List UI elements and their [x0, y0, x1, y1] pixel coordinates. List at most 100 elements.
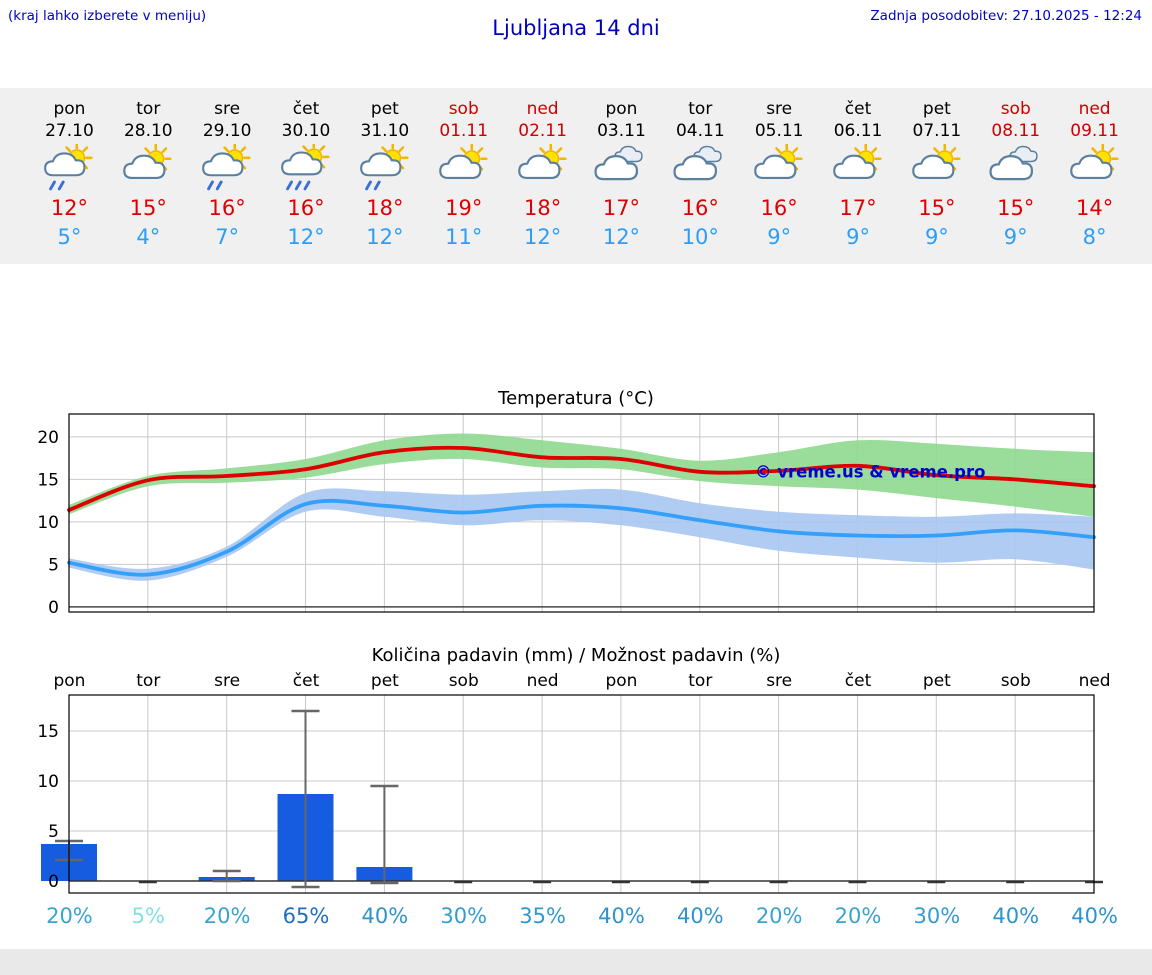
- day-column[interactable]: sob 08.11 15° 9°: [976, 98, 1055, 252]
- precip-probability: 40%: [676, 904, 724, 928]
- precip-day-label: čet: [292, 671, 320, 691]
- low-temp: 9°: [846, 225, 870, 249]
- day-name: sob: [1000, 99, 1031, 119]
- day-column[interactable]: pon 03.11 17° 12°: [582, 98, 661, 252]
- svg-text:5: 5: [48, 822, 59, 842]
- high-temp: 15°: [129, 196, 167, 220]
- precipitation-chart-title: Količina padavin (mm) / Možnost padavin …: [371, 645, 781, 666]
- day-date: 05.11: [754, 121, 804, 141]
- precip-probability: 40%: [598, 904, 645, 928]
- low-temp: 12°: [523, 225, 562, 249]
- sun-cloud-heavy-rain-icon: [267, 144, 346, 192]
- high-temp: 15°: [997, 196, 1035, 220]
- low-temp: 9°: [924, 225, 949, 249]
- precip-day-label: pet: [370, 671, 399, 691]
- low-temp: 9°: [1003, 225, 1028, 249]
- low-temp: 4°: [136, 225, 161, 249]
- day-column[interactable]: čet 30.10 16° 12°: [267, 98, 346, 252]
- low-temp: 12°: [602, 225, 641, 249]
- precip-probability: 40%: [992, 904, 1040, 928]
- last-update: Zadnja posodobitev: 27.10.2025 - 12:24: [870, 8, 1142, 24]
- sun-cloud-icon: [503, 144, 582, 192]
- precip-day-label-row: pon tor sre čet pet sob ned pon tor sre čet pet sob n…: [0, 670, 1152, 692]
- day-date: 01.11: [439, 121, 489, 141]
- sun-cloud-icon: [897, 144, 976, 192]
- day-column[interactable]: tor 04.11 16° 10°: [661, 98, 740, 252]
- high-temp: 18°: [366, 196, 404, 220]
- precip-probability: 30%: [913, 904, 961, 928]
- high-temp: 16°: [208, 196, 246, 220]
- precip-day-label: ned: [526, 671, 559, 691]
- day-date: 02.11: [518, 121, 567, 141]
- day-name: pet: [370, 99, 399, 119]
- high-temp: 12°: [50, 196, 89, 220]
- day-column[interactable]: pet 07.11 15° 9°: [897, 98, 976, 252]
- day-column[interactable]: tor 28.10 15° 4°: [109, 98, 188, 252]
- day-date: 09.11: [1070, 121, 1119, 141]
- day-name: ned: [526, 99, 559, 119]
- high-temp: 17°: [839, 196, 877, 220]
- low-temp: 11°: [445, 225, 483, 249]
- precip-day-label: sre: [214, 671, 241, 691]
- precip-day-label: pon: [605, 671, 638, 691]
- day-column[interactable]: sre 29.10 16° 7°: [188, 98, 267, 252]
- sun-cloud-icon: [1055, 144, 1134, 192]
- high-temp: 19°: [445, 196, 483, 220]
- day-column[interactable]: sre 05.11 16° 9°: [740, 98, 819, 252]
- day-date: 28.10: [123, 121, 173, 141]
- footer-bar: [0, 949, 1152, 975]
- precip-day-label: sob: [1000, 671, 1031, 691]
- precip-probability: 20%: [755, 904, 803, 928]
- page-header: (kraj lahko izberete v meniju) Ljubljana…: [0, 0, 1152, 50]
- svg-text:20: 20: [37, 428, 59, 448]
- day-name: sob: [448, 99, 479, 119]
- high-temp: 18°: [523, 196, 562, 220]
- precip-probability: 20%: [834, 904, 882, 928]
- day-date: 31.10: [360, 121, 410, 141]
- svg-text:10: 10: [37, 513, 59, 533]
- low-temp: 12°: [287, 225, 325, 249]
- day-column[interactable]: ned 02.11 18° 12°: [503, 98, 582, 252]
- svg-text:15: 15: [37, 722, 59, 742]
- day-name: pon: [605, 99, 638, 119]
- precip-day-label: pet: [922, 671, 951, 691]
- precipitation-chart: 0 5 10 15: [0, 692, 1152, 898]
- day-column[interactable]: čet 06.11 17° 9°: [819, 98, 898, 252]
- precip-probability: 35%: [519, 904, 566, 928]
- precip-probability: 20%: [46, 904, 93, 928]
- high-temp: 16°: [760, 196, 798, 220]
- precip-day-label: sre: [766, 671, 793, 691]
- day-column[interactable]: pon 27.10 12° 5°: [30, 98, 109, 252]
- low-temp: 5°: [57, 225, 82, 249]
- menu-hint: (kraj lahko izberete v meniju): [8, 8, 207, 24]
- day-date: 07.11: [912, 121, 962, 141]
- precip-probability: 65%: [282, 904, 330, 928]
- svg-text:10: 10: [37, 772, 59, 792]
- high-temp: 16°: [681, 196, 719, 220]
- precip-day-label: tor: [688, 671, 713, 691]
- day-name: čet: [292, 99, 320, 119]
- precip-day-label: ned: [1078, 671, 1111, 691]
- day-column[interactable]: sob 01.11 19° 11°: [424, 98, 503, 252]
- precip-probability: 30%: [440, 904, 488, 928]
- precip-probability: 40%: [1071, 904, 1118, 928]
- day-date: 04.11: [675, 121, 725, 141]
- high-temp: 15°: [918, 196, 956, 220]
- forecast-strip: pon 27.10 12° 5° tor 28.10 15° 4° sre 29.10 16° 7° č…: [0, 88, 1152, 264]
- svg-text:15: 15: [37, 470, 59, 490]
- low-temp: 9°: [767, 225, 792, 249]
- precip-probability: 5%: [131, 904, 165, 928]
- day-name: ned: [1078, 99, 1111, 119]
- day-column[interactable]: pet 31.10 18° 12°: [345, 98, 424, 252]
- precip-day-label: čet: [844, 671, 872, 691]
- high-temp: 16°: [287, 196, 325, 220]
- day-date: 06.11: [833, 121, 883, 141]
- temperature-chart-title: Temperatura (°C): [498, 388, 654, 409]
- sun-cloud-rain-icon: [188, 144, 267, 192]
- temperature-chart: © vreme.us & vreme.pro 0 5 10 15 20: [0, 409, 1152, 621]
- precip-day-label: sob: [448, 671, 479, 691]
- sun-cloud-rain-icon: [30, 144, 109, 192]
- sun-cloud-icon: [819, 144, 898, 192]
- day-column[interactable]: ned 09.11 14° 8°: [1055, 98, 1134, 252]
- precip-day-label: pon: [53, 671, 86, 691]
